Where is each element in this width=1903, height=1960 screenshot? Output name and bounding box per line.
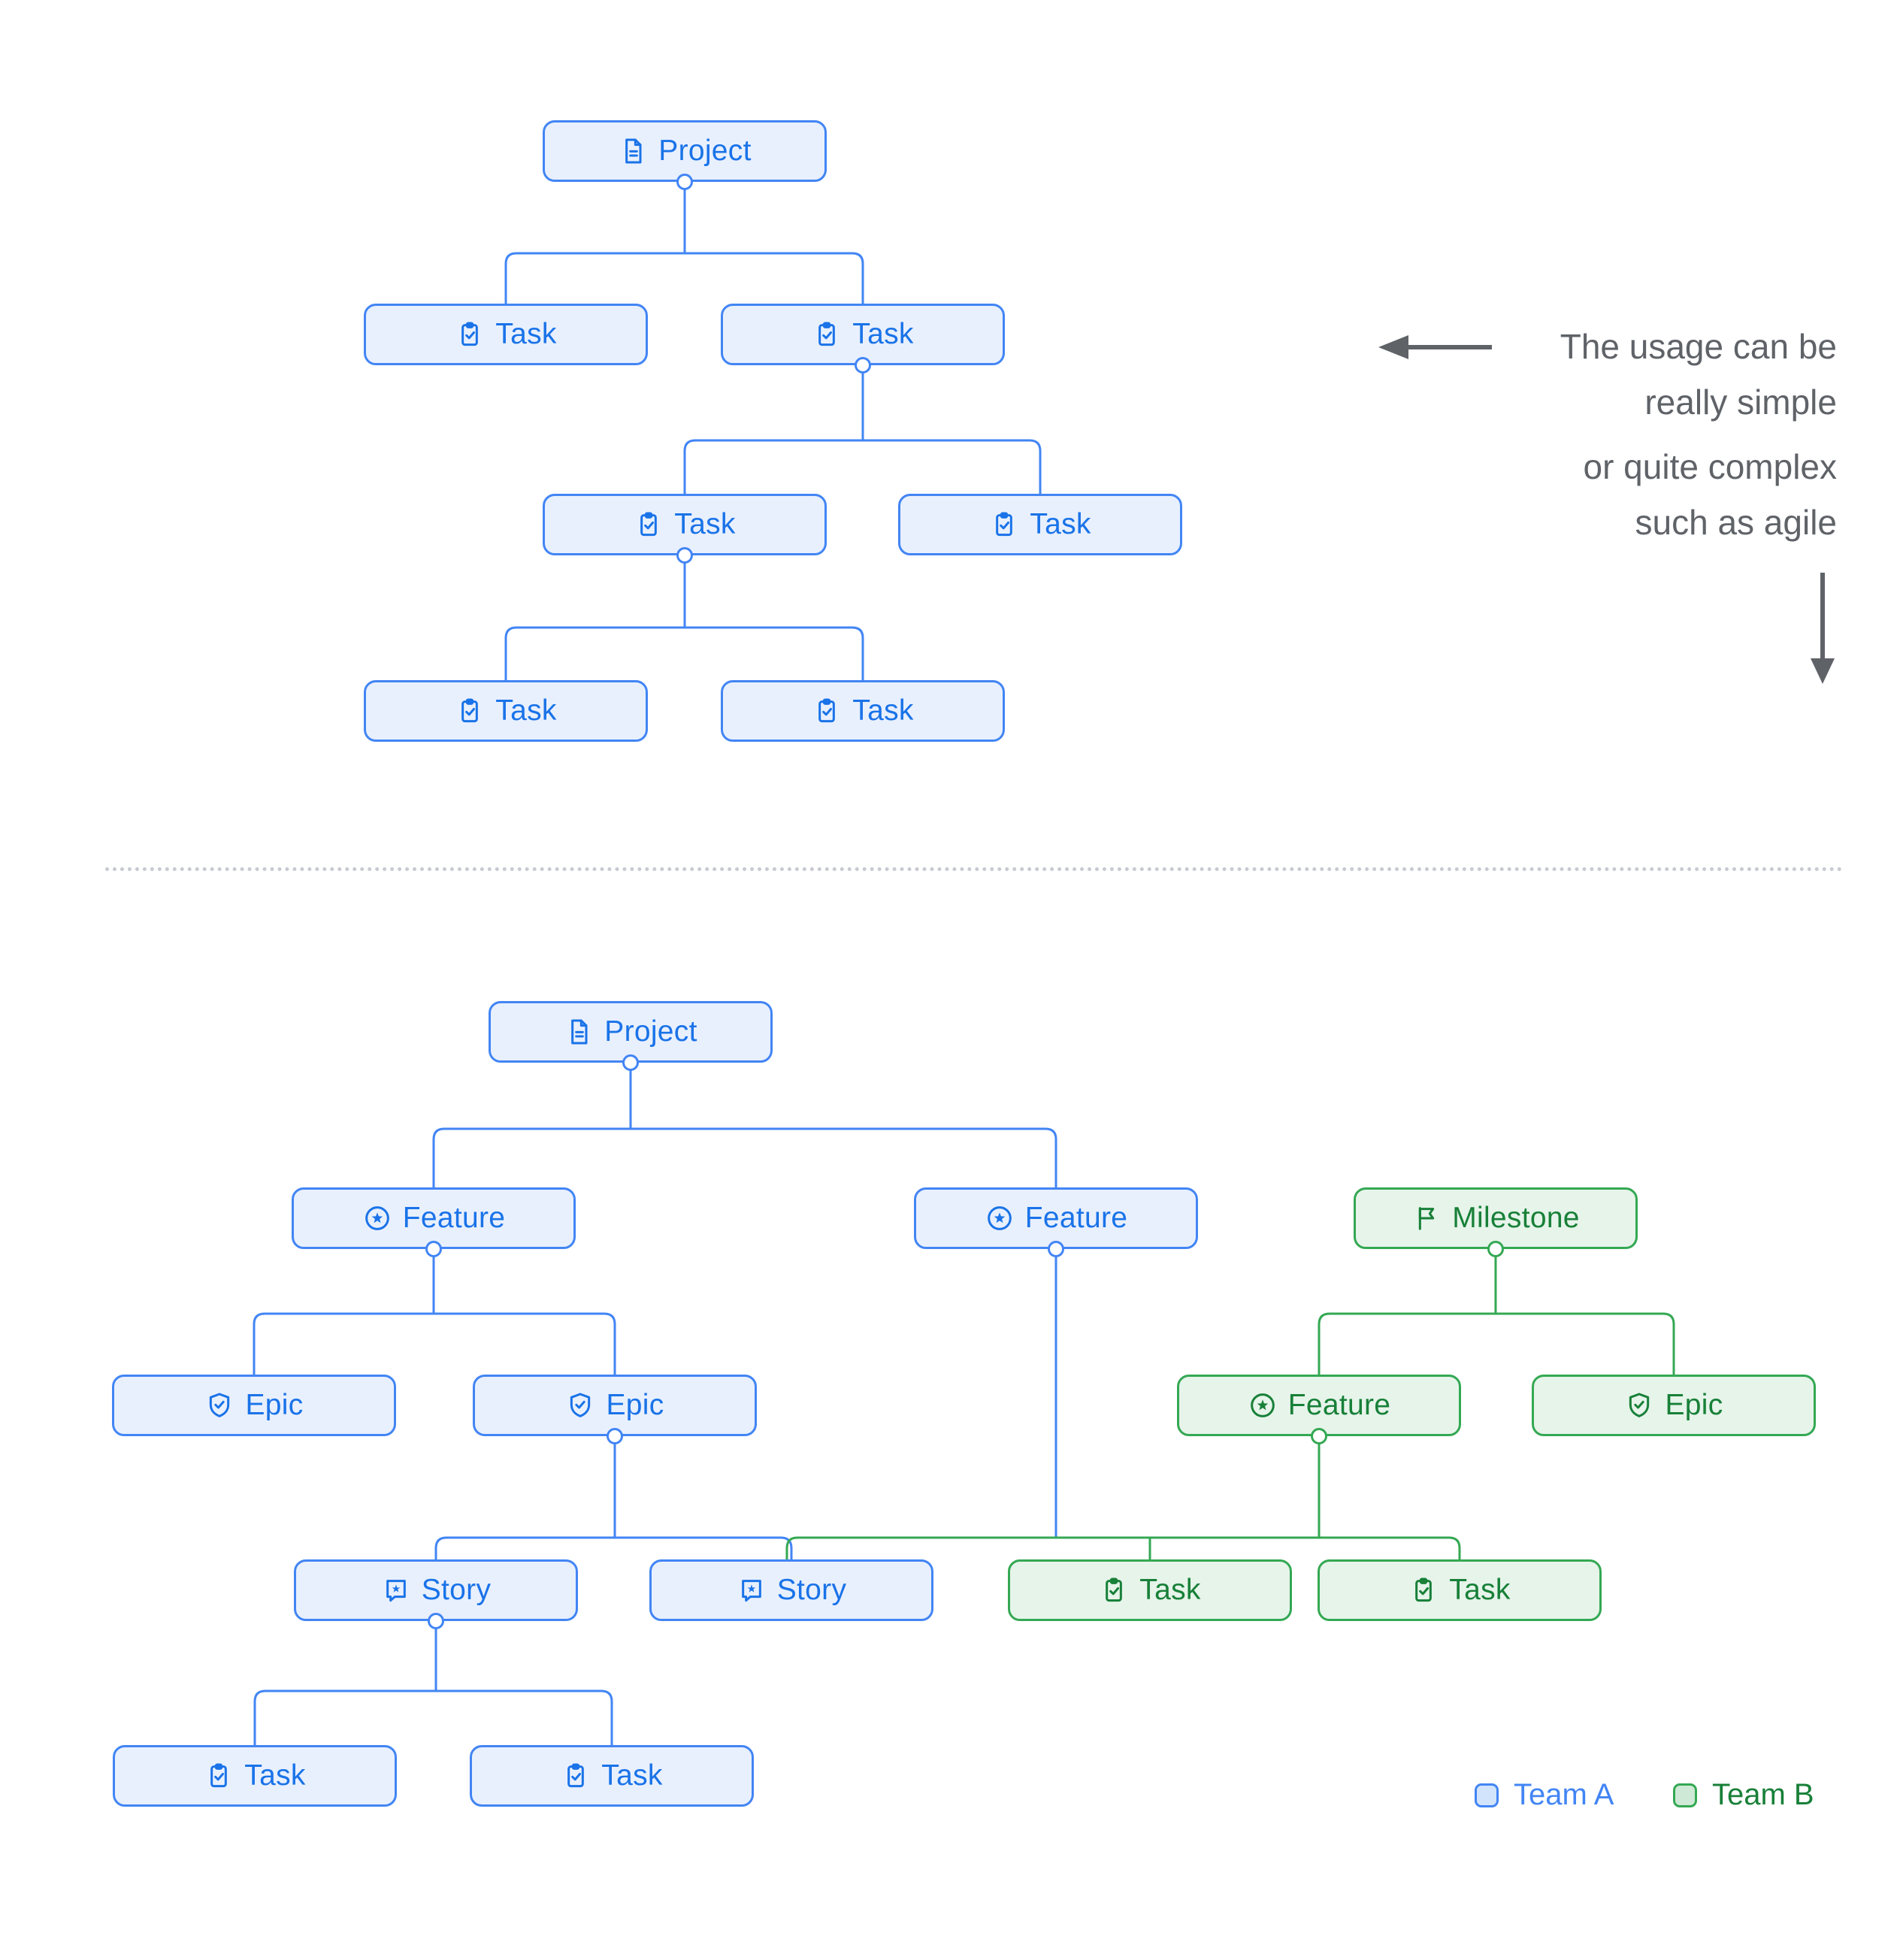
node-feature-2: Feature	[914, 1187, 1198, 1249]
connector-port	[676, 547, 693, 564]
node-label: Project	[658, 135, 752, 167]
connector-port	[676, 174, 693, 190]
legend-team-b: Team B	[1673, 1778, 1814, 1812]
connector-port	[425, 1241, 442, 1257]
node-label: Feature	[402, 1202, 506, 1234]
node-story-1: Story	[294, 1559, 578, 1621]
node-label: Milestone	[1452, 1202, 1580, 1234]
node-label: Task	[852, 318, 914, 350]
annotation-line: really simple	[1644, 383, 1837, 422]
node-label: Feature	[1287, 1389, 1391, 1421]
node-label: Task	[495, 318, 557, 350]
node-epic-2: Epic	[473, 1375, 757, 1436]
node-story-2: Story	[649, 1559, 933, 1621]
node-task-green-1: Task	[1008, 1559, 1292, 1621]
connector-port	[607, 1428, 623, 1444]
node-epic-1: Epic	[112, 1375, 396, 1436]
node-project-complex: Project	[489, 1001, 773, 1063]
document-icon	[618, 136, 648, 166]
annotation-complex: or quite complex such as agile	[1584, 439, 1838, 550]
connector-port	[428, 1613, 444, 1629]
node-label: Task	[1449, 1574, 1511, 1606]
annotation-simple: The usage can be really simple	[1560, 319, 1837, 430]
task-icon	[204, 1761, 234, 1791]
node-label: Task	[495, 694, 557, 727]
node-epic-green: Epic	[1532, 1375, 1816, 1436]
legend-team-a: Team A	[1475, 1778, 1614, 1812]
node-task-2: Task	[721, 304, 1005, 365]
down-arrow-icon	[1811, 573, 1835, 684]
task-icon	[455, 696, 485, 726]
node-task-blue-2: Task	[470, 1745, 754, 1807]
task-icon	[812, 319, 842, 349]
document-icon	[564, 1017, 594, 1047]
task-icon	[1408, 1575, 1439, 1605]
connector-port	[1487, 1241, 1504, 1257]
node-task-2-1-2: Task	[721, 680, 1005, 742]
node-task-1: Task	[364, 304, 648, 365]
connector-port	[855, 357, 871, 374]
node-label: Epic	[606, 1389, 664, 1421]
task-icon	[812, 696, 842, 726]
feature-star-icon	[1248, 1390, 1278, 1420]
annotation-line: such as agile	[1635, 503, 1838, 542]
annotation-line: The usage can be	[1560, 327, 1837, 366]
node-feature-green: Feature	[1177, 1375, 1461, 1436]
node-feature-1: Feature	[292, 1187, 576, 1249]
node-label: Task	[601, 1759, 663, 1792]
connector-port	[1048, 1241, 1064, 1257]
task-icon	[634, 510, 664, 540]
separator-dotted-line	[105, 867, 1843, 871]
epic-shield-icon	[204, 1390, 234, 1420]
node-label: Epic	[1665, 1389, 1723, 1421]
node-label: Feature	[1024, 1202, 1128, 1234]
node-label: Epic	[245, 1389, 304, 1421]
node-label: Task	[674, 508, 736, 540]
feature-star-icon	[985, 1203, 1015, 1233]
connector-port	[1311, 1428, 1327, 1444]
task-icon	[1099, 1575, 1129, 1605]
node-task-2-2: Task	[898, 494, 1182, 555]
team-a-swatch	[1475, 1783, 1499, 1807]
node-label: Story	[776, 1574, 847, 1606]
milestone-flag-icon	[1411, 1203, 1442, 1233]
legend-label: Team A	[1514, 1778, 1614, 1811]
annotation-line: or quite complex	[1583, 447, 1838, 486]
task-icon	[989, 510, 1019, 540]
node-label: Task	[1030, 508, 1091, 540]
story-bubble-icon	[737, 1575, 767, 1605]
node-project-simple: Project	[543, 120, 827, 182]
node-label: Task	[1139, 1574, 1201, 1606]
task-icon	[561, 1761, 591, 1791]
node-label: Task	[852, 694, 914, 727]
connector-port	[622, 1054, 639, 1071]
node-task-2-1: Task	[543, 494, 827, 555]
task-icon	[455, 319, 485, 349]
feature-star-icon	[362, 1203, 392, 1233]
node-label: Task	[244, 1759, 306, 1792]
team-b-swatch	[1673, 1783, 1697, 1807]
node-milestone: Milestone	[1354, 1187, 1638, 1249]
node-task-2-1-1: Task	[364, 680, 648, 742]
legend-label: Team B	[1712, 1778, 1814, 1811]
left-arrow-icon	[1378, 335, 1492, 359]
node-task-blue-1: Task	[113, 1745, 397, 1807]
node-task-green-2: Task	[1318, 1559, 1602, 1621]
node-label: Story	[421, 1574, 492, 1606]
node-label: Project	[604, 1015, 697, 1048]
story-bubble-icon	[381, 1575, 411, 1605]
epic-shield-icon	[1624, 1390, 1654, 1420]
epic-shield-icon	[565, 1390, 595, 1420]
